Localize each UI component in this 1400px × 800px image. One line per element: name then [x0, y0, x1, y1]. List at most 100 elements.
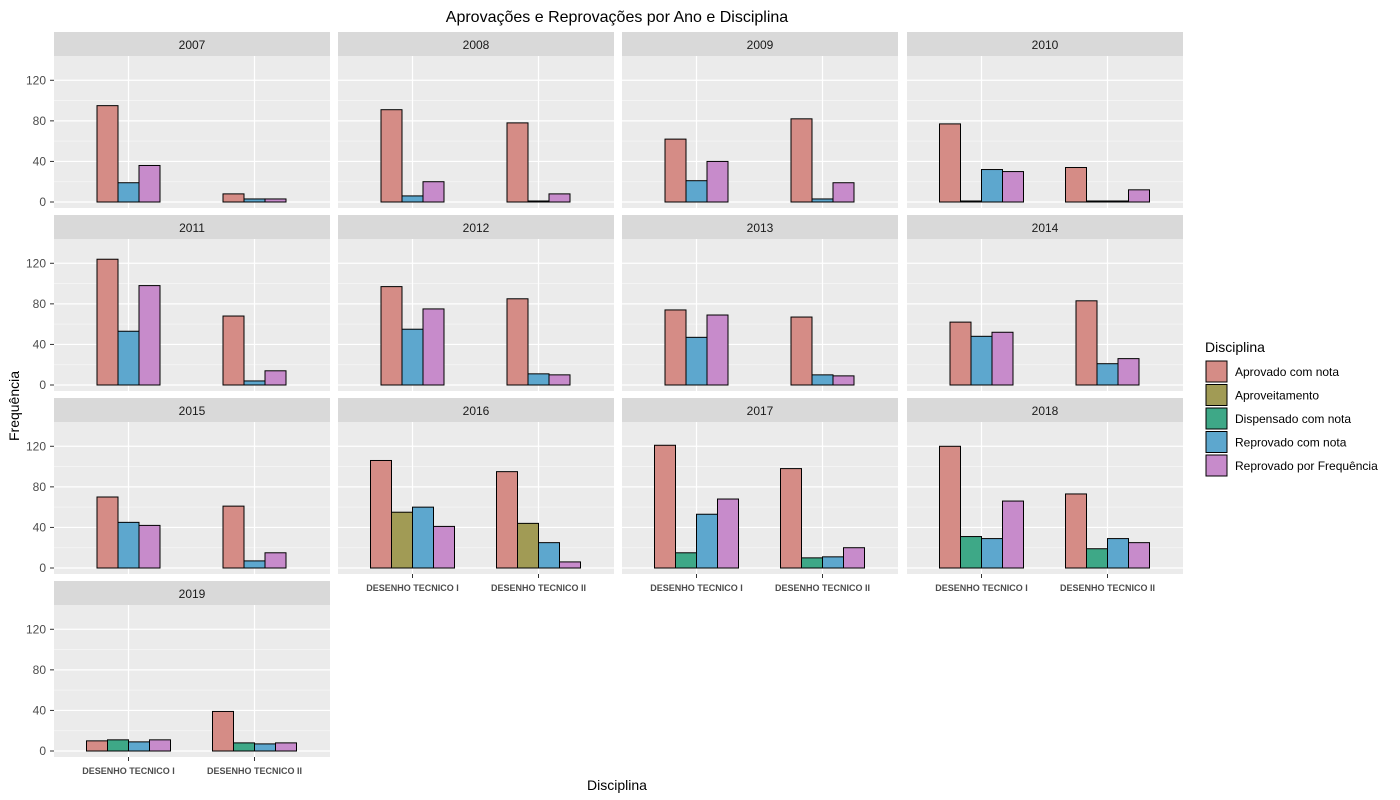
legend-item: Reprovado com nota [1205, 431, 1347, 453]
facet-panel-2008: 2008 [338, 32, 614, 208]
legend-item: Aproveitamento [1205, 384, 1319, 406]
facet-strip-label: 2013 [747, 221, 774, 235]
legend-key [1205, 360, 1228, 383]
facet-strip-label: 2011 [179, 221, 205, 235]
facet-panel-2018: 2018 DESENHO TECNICO I DESENHO TECNICO II [907, 398, 1183, 593]
bar-desenho-tecnico-ii-4 [1117, 358, 1140, 386]
legend-key [1205, 431, 1228, 453]
bar-desenho-tecnico-i-0 [370, 459, 392, 569]
facet-strip-label: 2017 [747, 404, 774, 418]
facet-panel-2017: 2017 DESENHO TECNICO I DESENHO TECNICO II [622, 398, 898, 593]
bar-desenho-tecnico-i-4 [433, 525, 455, 569]
facet-panel-2012: 2012 [338, 215, 614, 391]
legend-item: Reprovado por Frequência [1205, 454, 1378, 477]
bar-desenho-tecnico-i-0 [939, 445, 961, 569]
facet-strip [622, 398, 898, 422]
bar-desenho-tecnico-ii-0 [790, 118, 813, 203]
bar-desenho-tecnico-ii-3 [243, 560, 266, 569]
bar-desenho-tecnico-i-4 [149, 739, 171, 752]
bar-desenho-tecnico-ii-2 [233, 742, 255, 752]
facet-panel-2013: 2013 [622, 215, 898, 391]
y-tick-label: 40 [33, 703, 47, 717]
bar-desenho-tecnico-ii-4 [1128, 189, 1150, 203]
bar-desenho-tecnico-ii-3 [243, 198, 266, 203]
bar-desenho-tecnico-i-4 [706, 314, 729, 386]
bar-desenho-tecnico-ii-3 [811, 374, 834, 386]
bar-desenho-tecnico-i-4 [138, 524, 161, 569]
legend-key [1205, 454, 1228, 477]
legend-item: Aprovado com nota [1205, 360, 1339, 383]
y-axis-title: Frequência [6, 371, 22, 441]
y-tick-label: 120 [26, 73, 46, 87]
x-tick-label: DESENHO TECNICO II [1060, 583, 1155, 593]
bar-desenho-tecnico-ii-0 [1075, 300, 1098, 386]
plot-background [54, 56, 330, 208]
bar-desenho-tecnico-i-0 [664, 309, 687, 386]
legend-label: Reprovado por Frequência [1235, 459, 1378, 473]
bar-desenho-tecnico-ii-3 [1096, 363, 1119, 386]
plot-background [907, 239, 1183, 391]
bar-desenho-tecnico-i-0 [939, 123, 961, 203]
legend-label: Aproveitamento [1235, 389, 1319, 403]
legend-label: Aprovado com nota [1235, 365, 1339, 379]
bar-desenho-tecnico-ii-2 [1086, 548, 1108, 569]
facet-strip [338, 398, 614, 422]
bar-desenho-tecnico-i-0 [96, 105, 119, 203]
bar-desenho-tecnico-i-4 [138, 164, 161, 203]
bar-desenho-tecnico-ii-4 [832, 182, 855, 203]
legend: Disciplina Aprovado com nota Aproveitamen… [1205, 339, 1378, 477]
bar-desenho-tecnico-i-0 [380, 109, 403, 203]
bar-desenho-tecnico-ii-4 [548, 193, 571, 203]
bar-desenho-tecnico-i-4 [991, 331, 1014, 386]
facet-panel-2010: 2010 [907, 32, 1183, 208]
plot-background [54, 605, 330, 757]
bar-desenho-tecnico-i-4 [706, 160, 729, 203]
x-tick-label: DESENHO TECNICO II [775, 583, 870, 593]
bar-desenho-tecnico-ii-4 [832, 375, 855, 386]
bar-desenho-tecnico-i-4 [1002, 171, 1024, 203]
bar-desenho-tecnico-ii-4 [264, 198, 287, 203]
bar-desenho-tecnico-i-3 [401, 328, 424, 386]
legend-title: Disciplina [1205, 339, 1265, 355]
y-tick-label: 0 [39, 561, 46, 575]
bar-desenho-tecnico-i-2 [960, 536, 982, 569]
bar-desenho-tecnico-ii-4 [1128, 542, 1150, 569]
bar-desenho-tecnico-i-4 [422, 181, 445, 203]
y-tick-label: 120 [26, 256, 46, 270]
y-tick-label: 80 [33, 663, 47, 677]
facet-strip [54, 398, 330, 422]
bar-desenho-tecnico-ii-3 [527, 200, 550, 203]
bar-desenho-tecnico-ii-4 [843, 547, 865, 569]
bar-desenho-tecnico-ii-0 [790, 316, 813, 386]
bar-desenho-tecnico-i-3 [117, 330, 140, 386]
facet-strip-label: 2018 [1032, 404, 1059, 418]
facet-strip [907, 398, 1183, 422]
bar-desenho-tecnico-ii-0 [212, 710, 234, 752]
bar-desenho-tecnico-i-3 [970, 335, 993, 386]
x-tick-label: DESENHO TECNICO II [207, 766, 302, 776]
bar-desenho-tecnico-ii-2 [1086, 200, 1108, 203]
bar-desenho-tecnico-ii-0 [780, 468, 802, 569]
x-tick-label: DESENHO TECNICO I [366, 583, 459, 593]
facet-panel-2011: 2011 0 40 80 120 [26, 215, 330, 392]
x-tick-label: DESENHO TECNICO I [82, 766, 175, 776]
facet-strip-label: 2009 [747, 38, 774, 52]
bar-desenho-tecnico-ii-0 [1065, 493, 1087, 569]
facet-strip [54, 581, 330, 605]
facet-strip [907, 32, 1183, 56]
chart-title: Aprovações e Reprovações por Ano e Disci… [446, 9, 789, 26]
bar-desenho-tecnico-ii-3 [1107, 200, 1129, 203]
y-tick-label: 40 [33, 154, 47, 168]
facet-panels: 2007 0 40 80 120 2008 2009 2010 2011 0 40 80 120 2012… [26, 32, 1183, 776]
facet-strip [54, 215, 330, 239]
bar-desenho-tecnico-i-4 [138, 285, 161, 386]
bar-desenho-tecnico-i-0 [380, 286, 403, 386]
bar-desenho-tecnico-ii-0 [222, 505, 245, 569]
bar-desenho-tecnico-i-3 [685, 180, 708, 203]
legend-items: Aprovado com nota Aproveitamento Dispensad… [1205, 360, 1378, 477]
bar-desenho-tecnico-ii-3 [811, 198, 834, 203]
bar-desenho-tecnico-i-4 [422, 308, 445, 386]
x-axis-title: Disciplina [587, 777, 647, 793]
bar-desenho-tecnico-i-3 [117, 182, 140, 203]
x-tick-label: DESENHO TECNICO I [935, 583, 1028, 593]
